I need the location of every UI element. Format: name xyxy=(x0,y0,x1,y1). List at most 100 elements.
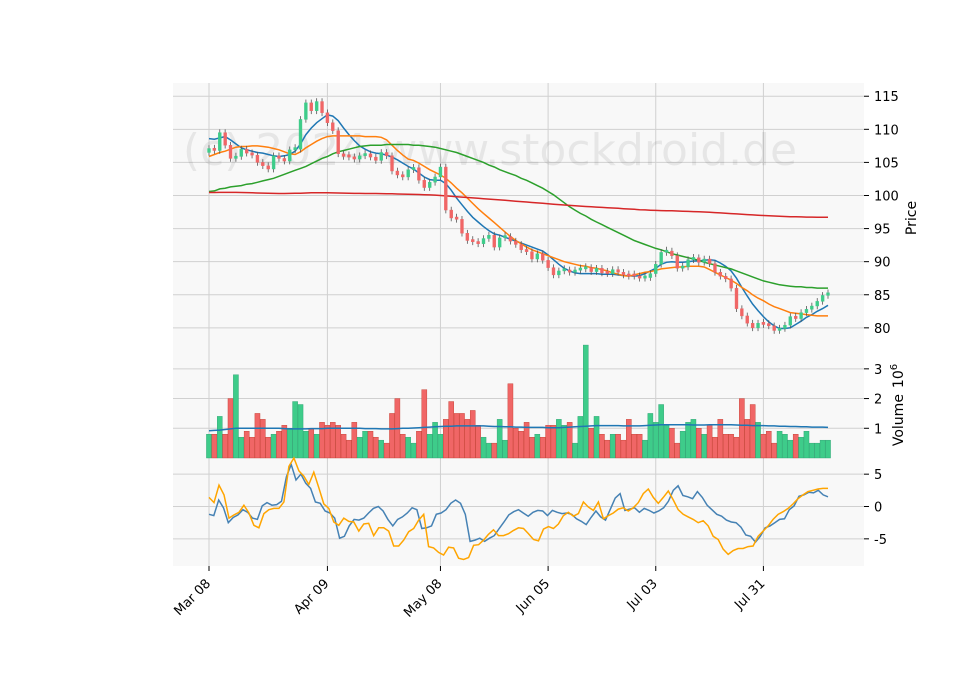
candle-body xyxy=(777,327,782,331)
candle-body xyxy=(729,278,733,289)
volume-bar xyxy=(749,404,756,459)
macd-tick-label: 0 xyxy=(874,501,882,516)
volume-bar xyxy=(383,442,390,459)
volume-bar xyxy=(335,425,341,459)
volume-bar xyxy=(297,404,304,459)
volume-bar xyxy=(523,422,530,459)
volume-bar xyxy=(787,439,794,459)
candle-body xyxy=(255,154,260,163)
candle-body xyxy=(492,234,496,248)
candle-body xyxy=(675,255,679,269)
volume-bar xyxy=(572,442,578,459)
volume-bar xyxy=(701,434,707,459)
candle-body xyxy=(314,101,319,111)
x-tick-label: Mar 08 xyxy=(171,576,214,619)
price-tick-label: 80 xyxy=(874,322,891,337)
candle-body xyxy=(654,264,658,274)
volume-bar xyxy=(712,436,718,459)
moving-average-ma3 xyxy=(208,143,828,289)
candle-body xyxy=(304,102,308,120)
volume-bar xyxy=(254,413,261,459)
candle-body xyxy=(320,101,324,113)
candle-body xyxy=(815,301,819,307)
price-tick-label: 115 xyxy=(874,90,899,105)
volume-bar xyxy=(529,436,535,459)
volume-moving-average xyxy=(208,423,829,432)
candle-body xyxy=(600,268,604,274)
candle-body xyxy=(212,147,217,151)
candle-body xyxy=(460,219,464,234)
candle-body xyxy=(745,315,749,324)
volume-bar xyxy=(308,428,315,459)
volume-bar xyxy=(722,434,729,459)
volume-bar xyxy=(663,425,670,459)
candle-body xyxy=(411,167,416,170)
candle-body xyxy=(767,323,771,327)
volume-bar xyxy=(696,428,702,459)
volume-bar xyxy=(211,434,218,459)
candle-body xyxy=(239,148,243,157)
volume-bar xyxy=(496,419,503,459)
volume-bar xyxy=(755,422,761,459)
x-tick-label: Jul 31 xyxy=(731,576,768,613)
candle-body xyxy=(788,316,793,326)
volume-bar xyxy=(626,419,632,459)
candle-body xyxy=(384,152,389,156)
volume-bar xyxy=(324,425,331,459)
volume-bar xyxy=(669,428,675,459)
volume-bar xyxy=(518,431,524,459)
candle-body xyxy=(713,263,717,273)
candle-body xyxy=(734,287,739,309)
x-tick-label: May 08 xyxy=(401,576,445,620)
volume-bar xyxy=(378,439,385,459)
volume-bar xyxy=(464,419,471,459)
price-tick-label: 110 xyxy=(874,123,899,138)
price-panel-background xyxy=(173,83,864,351)
volume-bar xyxy=(459,413,465,459)
volume-bar xyxy=(636,434,643,459)
candle-body xyxy=(449,209,453,219)
volume-bar xyxy=(642,439,648,459)
volume-bar xyxy=(469,410,476,459)
volume-bar xyxy=(593,416,600,459)
x-tick-label: Jul 03 xyxy=(624,576,661,613)
volume-tick-label: 1 xyxy=(874,422,882,437)
candle-body xyxy=(718,272,723,277)
volume-bar xyxy=(367,431,374,459)
macd-tick-label: 5 xyxy=(874,468,882,483)
candle-body xyxy=(826,292,830,296)
candle-body xyxy=(724,276,728,280)
volume-bar xyxy=(550,425,557,459)
candle-body xyxy=(659,252,663,265)
volume-axis-label: Volume 106 xyxy=(889,364,907,446)
volume-bar xyxy=(728,434,734,459)
volume-bar xyxy=(798,436,804,459)
volume-bar xyxy=(577,416,584,459)
candle-body xyxy=(514,240,518,245)
volume-axis-label-base: 10 xyxy=(891,370,907,388)
volume-bar xyxy=(609,434,616,459)
volume-bar xyxy=(685,422,691,459)
candle-body xyxy=(756,323,760,329)
candle-body xyxy=(632,273,636,277)
candle-body xyxy=(551,267,556,276)
volume-bar xyxy=(631,434,637,459)
volume-bar xyxy=(270,434,277,459)
candle-body xyxy=(627,273,631,277)
moving-average-ma4 xyxy=(209,191,828,219)
volume-bar xyxy=(281,425,288,459)
candle-body xyxy=(218,132,222,151)
candle-body xyxy=(497,237,502,248)
volume-tick-label: 2 xyxy=(874,393,882,408)
volume-bar xyxy=(647,413,654,459)
volume-bar xyxy=(351,422,358,459)
candle-body xyxy=(390,155,394,172)
candle-body xyxy=(266,165,270,170)
candle-body xyxy=(471,239,475,243)
volume-bar xyxy=(443,419,449,459)
candle-body xyxy=(567,269,572,273)
candle-body xyxy=(454,216,459,220)
candle-body xyxy=(406,169,410,178)
candle-body xyxy=(368,153,373,158)
volume-bar xyxy=(690,419,697,459)
